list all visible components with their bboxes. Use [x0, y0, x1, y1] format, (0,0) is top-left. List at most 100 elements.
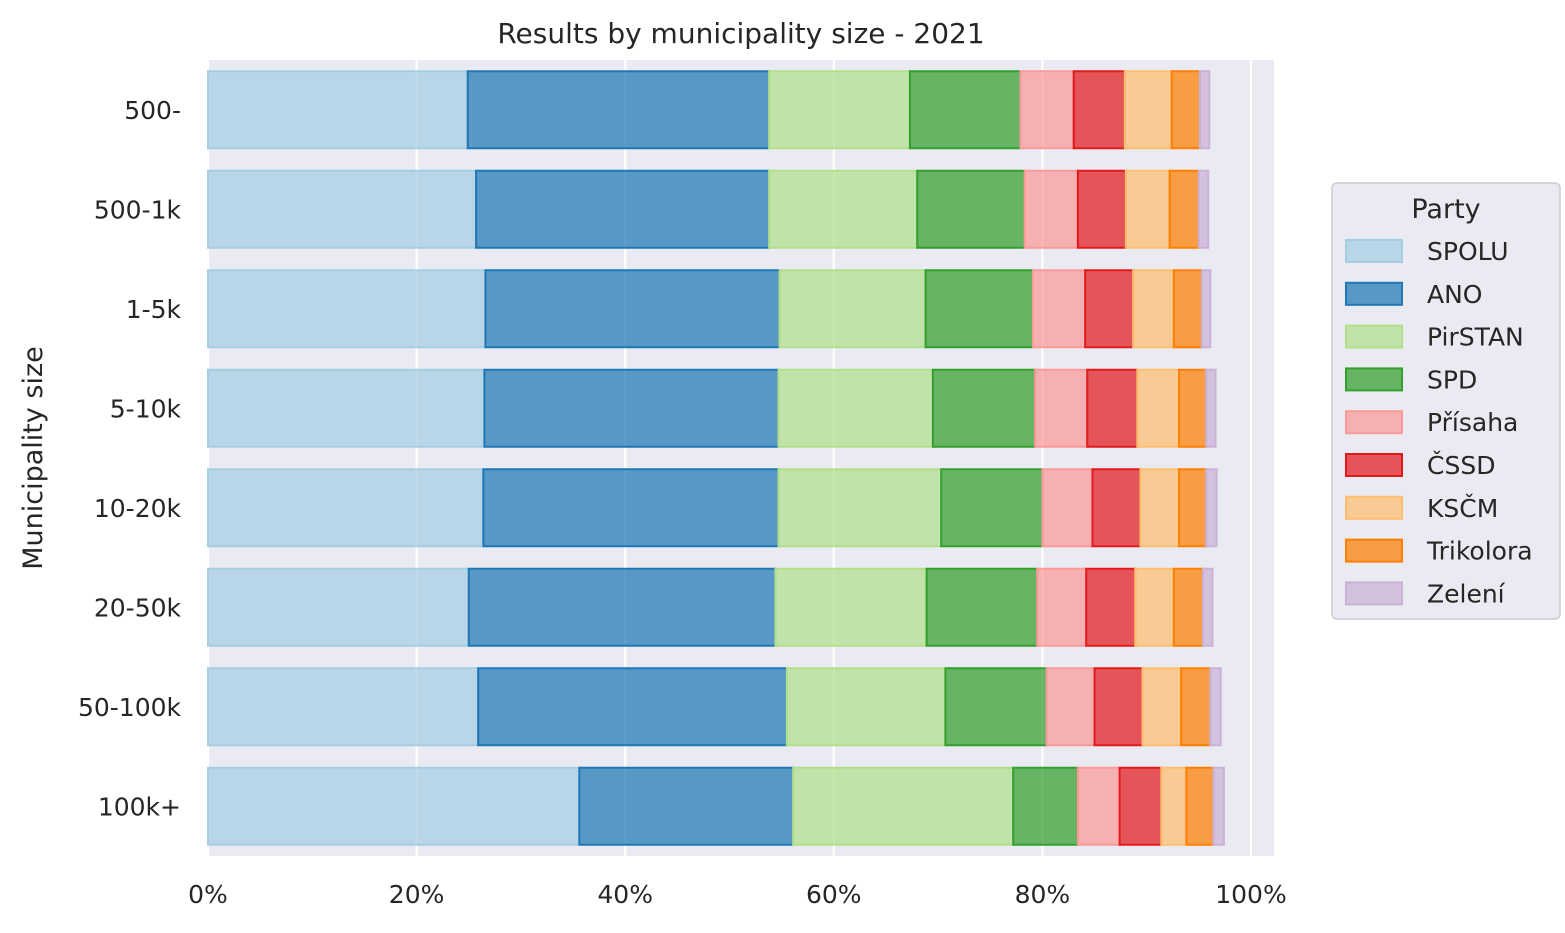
x-tick-label: 60%: [806, 880, 862, 909]
bar-segment: [1034, 368, 1089, 448]
legend-swatch: [1345, 410, 1403, 435]
bar-segment: [1134, 567, 1175, 647]
bar-segment: [925, 567, 1039, 647]
bar-segment: [1139, 468, 1181, 548]
bar-segment: [1172, 269, 1203, 349]
y-tick-labels: 500- 500-1k 1-5k 5-10k 10-20k 20-50k 50-100k 10…: [78, 96, 182, 822]
bar-segment: [1198, 70, 1211, 150]
bar-segment: [1123, 70, 1173, 150]
bar-segment: [792, 766, 1015, 846]
bar-segment: [777, 468, 943, 548]
legend-swatch: [1345, 367, 1403, 392]
bar-segment: [1084, 269, 1135, 349]
legend-swatch: [1345, 581, 1403, 606]
x-tick-labels: 0% 20% 40% 60% 80% 100%: [188, 880, 1287, 909]
y-tick-label: 500-1k: [94, 195, 182, 224]
bar-segment: [1136, 368, 1181, 448]
bar-segment: [1178, 468, 1208, 548]
bar-segment: [484, 269, 781, 349]
bar-segment: [1012, 766, 1079, 846]
bar-segment: [1185, 766, 1215, 846]
bar-segment: [1209, 667, 1222, 747]
bar-segment: [768, 169, 919, 249]
bar-segment: [768, 70, 911, 150]
bar-segment: [1091, 468, 1142, 548]
bar-segment: [1212, 766, 1225, 846]
bar-segment: [207, 169, 478, 249]
legend-label: Přísaha: [1427, 408, 1518, 437]
y-tick-label: 10-20k: [94, 494, 182, 523]
legend-swatch: [1345, 239, 1403, 263]
bar-segment: [207, 368, 486, 448]
bar-segment: [578, 766, 795, 846]
legend-swatch: [1345, 281, 1403, 306]
bar-segment: [931, 368, 1037, 448]
bar-segment: [1041, 468, 1094, 548]
bar-segment: [1124, 169, 1171, 249]
legend: Party SPOLU ANO PirSTAN SPD Přísaha ČSSD KSČM T…: [1331, 182, 1561, 620]
legend-swatch: [1345, 538, 1403, 563]
bar-segment: [483, 368, 780, 448]
bar-segment: [475, 169, 771, 249]
bar-segment: [207, 567, 470, 647]
bar-segment: [1032, 269, 1087, 349]
legend-label: ANO: [1427, 280, 1482, 309]
y-tick-label: 1-5k: [126, 295, 182, 324]
bars: [207, 70, 1225, 846]
bar-segment: [1019, 70, 1075, 150]
legend-label: PirSTAN: [1427, 323, 1524, 352]
bar-segment: [482, 468, 780, 548]
legend-label: SPOLU: [1427, 237, 1509, 266]
bar-segment: [477, 667, 788, 747]
chart-title: Results by municipality size - 2021: [497, 17, 984, 50]
legend-label: Trikolora: [1426, 537, 1533, 566]
bar-segment: [1086, 368, 1139, 448]
bar-segment: [1141, 667, 1183, 747]
bar-segment: [1023, 169, 1079, 249]
bar-segment: [785, 667, 947, 747]
bar-segment: [916, 169, 1026, 249]
bar-segment: [1168, 169, 1200, 249]
bar-segment: [1200, 269, 1212, 349]
x-tick-label: 0%: [188, 880, 228, 909]
y-tick-label: 20-50k: [94, 593, 182, 622]
legend-title: Party: [1411, 194, 1480, 225]
bar-segment: [940, 468, 1044, 548]
legend-swatch: [1345, 324, 1403, 349]
bar-segment: [1178, 368, 1208, 448]
bar-segment: [207, 269, 487, 349]
legend-label: KSČM: [1427, 493, 1498, 523]
bar-segment: [207, 766, 581, 846]
bar-segment: [924, 269, 1035, 349]
bar-segment: [1093, 667, 1144, 747]
x-tick-label: 40%: [597, 880, 653, 909]
bar-segment: [467, 567, 777, 647]
bar-segment: [1205, 468, 1218, 548]
legend-label: ČSSD: [1427, 450, 1495, 480]
bar-segment: [1180, 667, 1212, 747]
legend-swatch: [1345, 495, 1403, 520]
y-tick-label: 100k+: [98, 792, 181, 821]
bar-segment: [1085, 567, 1137, 647]
bar-segment: [1172, 567, 1205, 647]
bar-segment: [777, 368, 934, 448]
bar-segment: [207, 468, 485, 548]
bar-segment: [1197, 169, 1210, 249]
x-tick-label: 100%: [1215, 880, 1286, 909]
legend-items: SPOLU ANO PirSTAN SPD Přísaha ČSSD KSČM Trikolo…: [1345, 237, 1533, 608]
bar-segment: [778, 269, 927, 349]
bar-segment: [1202, 567, 1214, 647]
y-tick-label: 50-100k: [78, 693, 182, 722]
bar-segment: [944, 667, 1048, 747]
bar-segment: [1170, 70, 1201, 150]
bar-segment: [908, 70, 1022, 150]
legend-swatch: [1345, 453, 1403, 477]
bar-segment: [774, 567, 928, 647]
bar-segment: [1045, 667, 1096, 747]
bar-segment: [1076, 169, 1127, 249]
bar-segment: [1118, 766, 1163, 846]
bar-segment: [1036, 567, 1088, 647]
bar-segment: [466, 70, 771, 150]
bar-segment: [1072, 70, 1126, 150]
